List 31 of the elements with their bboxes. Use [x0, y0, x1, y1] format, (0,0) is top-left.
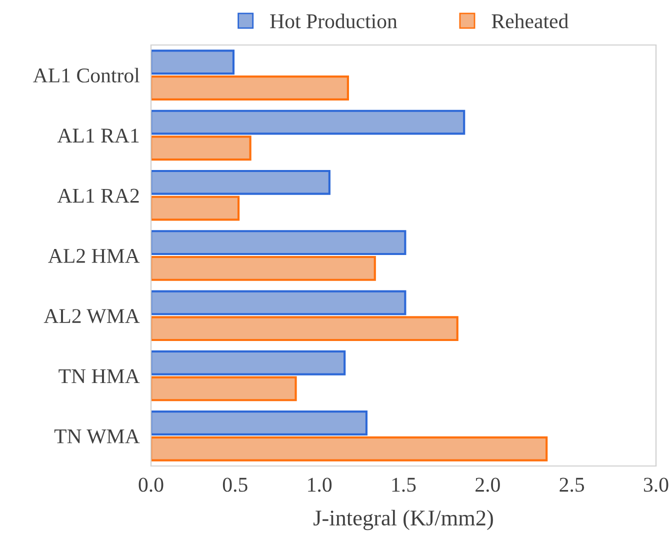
bar [151, 290, 406, 316]
y-tick-label: AL1 Control [33, 68, 140, 83]
x-tick-label: 3.0 [644, 478, 668, 492]
x-tick-label: 0.5 [222, 478, 248, 492]
bar [151, 76, 349, 100]
y-tick-label: AL1 RA2 [57, 188, 139, 203]
bar [151, 230, 406, 256]
bar [151, 50, 235, 75]
x-tick-label: 2.0 [476, 478, 500, 492]
x-tick-label: 1.5 [392, 478, 416, 492]
legend-label: Hot Production [270, 14, 398, 28]
y-tick-label: AL1 RA1 [57, 128, 139, 142]
x-tick-label: 1.0 [308, 478, 332, 492]
legend-label: Reheated [492, 14, 568, 28]
bar [151, 170, 330, 195]
x-tick-label: 0.0 [138, 478, 164, 492]
bar [151, 196, 240, 221]
bar [151, 256, 376, 281]
bar [151, 376, 297, 402]
y-tick-label: AL2 WMA [44, 309, 140, 324]
y-tick-label: TN WMA [54, 429, 140, 444]
x-axis-title: J-integral (KJ/mm2) [314, 510, 493, 530]
bar [151, 410, 368, 436]
y-tick-label: AL2 HMA [48, 248, 140, 263]
bar [151, 316, 458, 342]
bar [151, 436, 548, 462]
x-tick-label: 2.5 [560, 478, 584, 492]
bar [151, 350, 346, 376]
bar [151, 136, 252, 161]
bar [151, 110, 466, 135]
y-tick-label: TN HMA [58, 369, 140, 384]
